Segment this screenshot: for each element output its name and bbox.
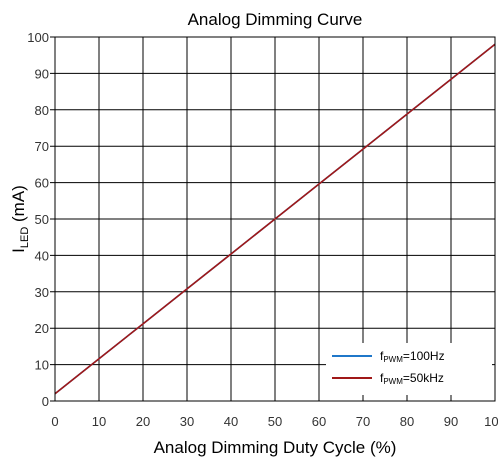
plot-frame: [54, 36, 496, 402]
y-tick-label: 80: [35, 103, 49, 118]
x-tick-label: 30: [180, 414, 194, 429]
legend-box: [326, 343, 492, 395]
legend-label-50khz: fPWM=50kHz: [380, 371, 444, 386]
y-tick-label: 40: [35, 248, 49, 263]
x-tick-label: 20: [136, 414, 150, 429]
y-tick-label: 100: [27, 30, 49, 45]
x-tick-label: 100: [484, 414, 498, 429]
x-tick-label: 0: [51, 414, 58, 429]
chart-title: Analog Dimming Curve: [188, 10, 363, 29]
y-tick-label: 70: [35, 139, 49, 154]
x-tick-labels: 0 10 20 30 40 50 60 70 80 90 100: [51, 414, 498, 429]
x-tick-label: 80: [400, 414, 414, 429]
x-tick-label: 50: [268, 414, 282, 429]
series-line-1: [54, 43, 496, 395]
y-tick-label: 90: [35, 66, 49, 81]
x-tick-label: 10: [92, 414, 106, 429]
y-tick-label: 20: [35, 321, 49, 336]
y-tick-labels: 0 10 20 30 40 50 60 70 80 90 100: [27, 30, 49, 409]
legend: fPWM=100Hz fPWM=50kHz: [326, 343, 492, 395]
y-tick-label: 30: [35, 285, 49, 300]
series-lines: [54, 43, 496, 395]
x-tick-label: 90: [444, 414, 458, 429]
x-axis-label: Analog Dimming Duty Cycle (%): [154, 438, 397, 457]
x-tick-label: 40: [224, 414, 238, 429]
legend-label-100hz: fPWM=100Hz: [380, 349, 445, 364]
y-tick-label: 60: [35, 176, 49, 191]
x-tick-label: 70: [356, 414, 370, 429]
y-tick-label: 0: [42, 394, 49, 409]
y-tick-label: 50: [35, 212, 49, 227]
y-tick-label: 10: [35, 358, 49, 373]
x-tick-label: 60: [312, 414, 326, 429]
y-axis-label: ILED (mA): [9, 185, 31, 253]
